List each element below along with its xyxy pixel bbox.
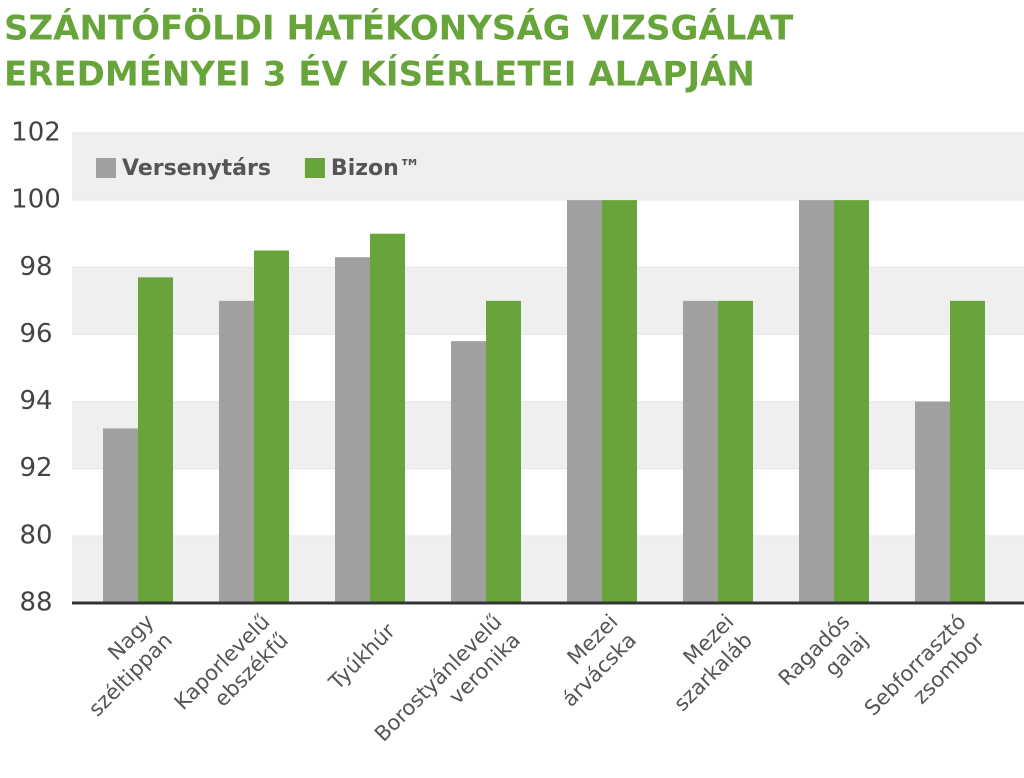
- chart-title: EREDMÉNYEI 3 ÉV KÍSÉRLETEI ALAPJÁN: [4, 54, 755, 95]
- bar: [370, 233, 405, 603]
- bar: [915, 401, 950, 603]
- y-tick-label: 102: [11, 118, 61, 148]
- bar: [718, 300, 753, 603]
- y-tick-label: 94: [19, 386, 52, 416]
- x-tick-label: Nagy széltippan: [61, 610, 177, 726]
- y-tick-label: 100: [11, 185, 61, 215]
- grid-band: [72, 401, 1024, 469]
- bar: [567, 200, 602, 603]
- y-tick-label: 88: [19, 588, 52, 618]
- bar: [950, 300, 985, 603]
- chart-title: SZÁNTÓFÖLDI HATÉKONYSÁG VIZSGÁLAT: [4, 8, 794, 49]
- legend-label: Bizon™: [331, 156, 421, 181]
- x-tick-label: Tyúkhúr: [324, 619, 400, 695]
- bar: [103, 428, 138, 603]
- x-tick-label: Mezei szarkaláb: [646, 610, 757, 721]
- y-tick-label: 96: [19, 319, 52, 349]
- bar: [451, 341, 486, 603]
- grid-band: [72, 133, 1024, 201]
- bar: [486, 300, 521, 603]
- bar: [219, 300, 254, 603]
- y-tick-label: 98: [19, 252, 52, 282]
- x-tick-label: Mezei árvácska: [534, 610, 641, 717]
- x-tick-label: Ragadós galaj: [774, 610, 873, 709]
- y-tick-label: 92: [19, 453, 52, 483]
- bar: [138, 277, 173, 603]
- bar: [254, 250, 289, 603]
- bar: [683, 300, 718, 603]
- bar: [602, 200, 637, 603]
- x-tick-label: Sebforrasztó zsombor: [860, 609, 989, 738]
- grid-band: [72, 267, 1024, 335]
- bar: [834, 200, 869, 603]
- legend-swatch: [304, 158, 325, 178]
- legend-swatch: [96, 158, 116, 178]
- legend-label: Versenytárs: [122, 156, 271, 181]
- y-tick-label: 80: [19, 520, 52, 550]
- bar: [799, 200, 834, 603]
- x-tick-label: Kaporlevelű ebszékfű: [170, 610, 293, 733]
- bar: [335, 257, 370, 603]
- grid-band: [72, 535, 1024, 603]
